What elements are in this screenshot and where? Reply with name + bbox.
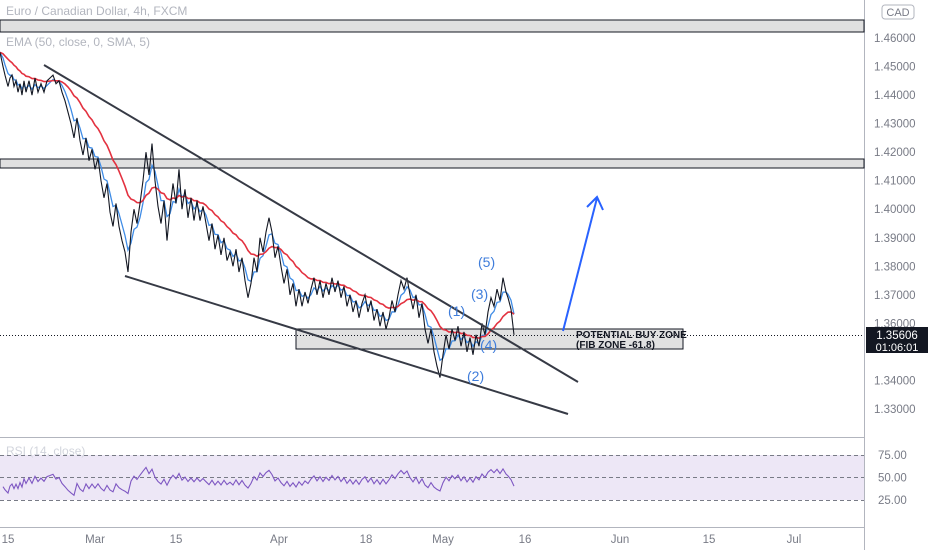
price-tick-label: 1.37000 xyxy=(874,290,916,302)
wedge-lower-trendline[interactable] xyxy=(124,275,569,415)
currency-button[interactable] xyxy=(881,4,915,20)
price-tick-label: 1.38000 xyxy=(874,261,916,273)
time-tick-label: Jul xyxy=(787,534,802,546)
price-tick-label: 1.33000 xyxy=(874,404,916,416)
time-tick-label: 18 xyxy=(360,534,373,546)
price-tick-label: 1.46000 xyxy=(874,33,916,45)
rsi-line xyxy=(2,466,515,497)
resistance-zone-lower[interactable] xyxy=(0,158,865,169)
price-line xyxy=(0,52,515,378)
wave-label-1: (1) xyxy=(448,303,465,319)
time-tick-label: Apr xyxy=(270,534,288,546)
buy-zone-title: POTENTIAL BUY ZONE xyxy=(576,330,687,341)
wave-label-2: (2) xyxy=(467,368,484,384)
time-tick-label: 15 xyxy=(703,534,716,546)
wedge-upper-trendline[interactable] xyxy=(43,64,579,383)
time-axis[interactable]: 15 Mar 15 Apr 18 May 16 Jun 15 Jul xyxy=(2,534,802,546)
price-tick-label: 1.41000 xyxy=(874,176,916,188)
currency-button-label: CAD xyxy=(886,7,909,19)
time-tick-label: 16 xyxy=(519,534,532,546)
price-tick-label: 1.40000 xyxy=(874,204,916,216)
wave-label-5: (5) xyxy=(478,254,495,270)
time-tick-label: 15 xyxy=(170,534,183,546)
rsi-tick-label: 75.00 xyxy=(878,450,907,462)
price-axis[interactable]: 1.46000 1.45000 1.44000 1.43000 1.42000 1.410… xyxy=(874,33,916,416)
wave-label-4: (4) xyxy=(480,337,497,353)
countdown-timer: 01:06:01 xyxy=(876,342,919,354)
time-tick-label: Mar xyxy=(85,534,105,546)
projection-arrow-head xyxy=(586,195,604,211)
current-price-value: 1.35606 xyxy=(876,330,918,342)
wave-label-3: (3) xyxy=(471,286,488,302)
rsi-tick-label: 25.00 xyxy=(878,495,907,507)
buy-zone-subtitle: (FIB ZONE -61.8) xyxy=(576,340,655,351)
projection-arrow[interactable] xyxy=(562,197,598,332)
price-tick-label: 1.39000 xyxy=(874,233,916,245)
price-tick-label: 1.42000 xyxy=(874,147,916,159)
price-tick-label: 1.44000 xyxy=(874,90,916,102)
price-tick-label: 1.45000 xyxy=(874,62,916,74)
ema-50-line xyxy=(0,51,515,340)
indicator-label: EMA (50, close, 0, SMA, 5) xyxy=(6,35,150,49)
price-tick-label: 1.34000 xyxy=(874,375,916,387)
rsi-tick-label: 50.00 xyxy=(878,473,907,485)
resistance-zone-upper[interactable] xyxy=(0,19,865,33)
time-tick-label: 15 xyxy=(2,534,15,546)
current-price-tag xyxy=(866,327,928,353)
symbol-title: Euro / Canadian Dollar, 4h, FXCM xyxy=(6,4,187,18)
time-tick-label: Jun xyxy=(611,534,630,546)
rsi-label: RSI (14, close) xyxy=(6,444,85,458)
rsi-axis: 75.00 50.00 25.00 xyxy=(878,450,907,507)
time-tick-label: May xyxy=(432,534,454,546)
price-tick-label: 1.43000 xyxy=(874,119,916,131)
